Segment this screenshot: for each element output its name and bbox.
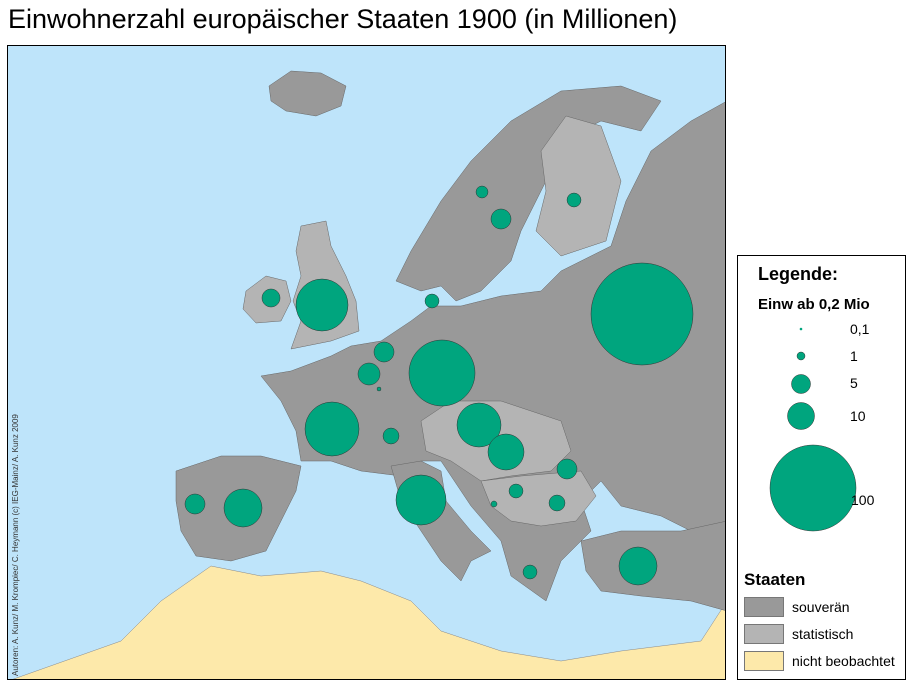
europe-map [8,46,725,679]
balkans [480,470,597,527]
legend-circle-1 [796,351,806,361]
population-circle [556,458,578,480]
population-circle [456,402,502,448]
author-credit: Autoren: A. Kunz/ M. Krompiec/ C. Heyman… [11,414,20,676]
state-label: nicht beobachtet [792,653,895,669]
legend-circles [769,327,857,532]
finland [535,115,622,257]
legend-subtitle: Einw ab 0,2 Mio [758,296,870,313]
population-circles [184,185,694,586]
population-circle [295,278,349,332]
states-title: Staaten [744,570,806,589]
population-circle [490,208,512,230]
population-circle [395,474,447,526]
population-circle [304,401,360,457]
map-title: Einwohnerzahl europäischer Staaten 1900 … [8,4,678,34]
legend-circle-5 [791,374,811,394]
legend-circle-100 [769,444,857,532]
population-circle [508,483,524,499]
swatch-nicht-beobachtet [744,651,784,671]
population-circle [408,339,476,407]
population-circle [184,493,206,515]
population-circle [424,293,440,309]
population-circle [490,500,498,508]
population-circle [487,433,525,471]
legend-circle-0-1 [799,327,803,331]
legend-size-label: 1 [850,348,858,364]
population-circle [223,488,263,528]
africa-land [12,565,725,679]
legend-size-label: 5 [850,375,858,391]
population-circle [548,494,566,512]
population-circle [357,362,381,386]
legend: Legende: Einw ab 0,2 Mio 0,1 1 5 10 100 … [737,255,906,680]
legend-size-label: 100 [851,492,875,508]
population-circle [475,185,489,199]
state-label: souverän [792,599,850,615]
population-circle [590,262,694,366]
population-circle [382,427,400,445]
swatch-souveraen [744,597,784,617]
population-circle [261,288,281,308]
legend-size-label: 0,1 [850,321,870,337]
population-circle [566,192,582,208]
legend-title: Legende: [758,264,839,284]
population-circle [618,546,658,586]
population-circle [376,386,382,392]
swatch-statistisch [744,624,784,644]
map-frame: Autoren: A. Kunz/ M. Krompiec/ C. Heyman… [7,45,726,680]
legend-size-label: 10 [850,408,866,424]
scandinavia [395,85,662,302]
population-circle [373,341,395,363]
legend-circle-10 [787,402,815,430]
iceland [268,70,347,117]
population-circle [522,564,538,580]
state-label: statistisch [792,626,854,642]
